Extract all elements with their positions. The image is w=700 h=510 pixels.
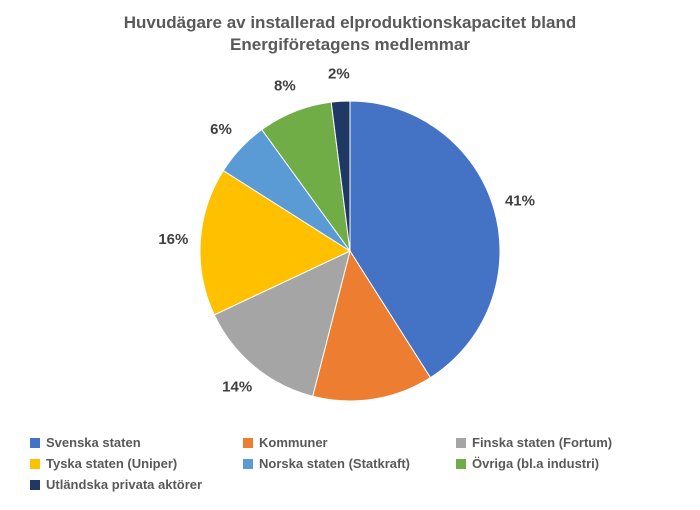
pie-svg: 41%13%14%16%6%8%2%: [0, 56, 700, 416]
legend-item: Utländska privata aktörer: [30, 477, 243, 492]
legend: Svenska staten Kommuner Finska staten (For…: [30, 435, 670, 492]
slice-label: 14%: [222, 379, 252, 396]
chart-title-line1: Huvudägare av installerad elproduktionsk…: [124, 13, 577, 32]
legend-swatch: [243, 438, 253, 448]
chart-title: Huvudägare av installerad elproduktionsk…: [0, 0, 700, 56]
legend-label: Svenska staten: [46, 435, 141, 450]
legend-item: Finska staten (Fortum): [456, 435, 669, 450]
legend-swatch: [30, 459, 40, 469]
legend-swatch: [456, 459, 466, 469]
legend-label: Utländska privata aktörer: [46, 477, 202, 492]
legend-swatch: [30, 480, 40, 490]
legend-item: Svenska staten: [30, 435, 243, 450]
legend-label: Övriga (bl.a industri): [472, 456, 599, 471]
slice-label: 8%: [274, 78, 296, 95]
slice-label: 2%: [328, 66, 350, 83]
slice-label: 41%: [505, 193, 535, 210]
legend-label: Kommuner: [259, 435, 328, 450]
legend-swatch: [30, 438, 40, 448]
legend-item: Norska staten (Statkraft): [243, 456, 456, 471]
legend-item: Övriga (bl.a industri): [456, 456, 669, 471]
legend-label: Norska staten (Statkraft): [259, 456, 410, 471]
legend-swatch: [243, 459, 253, 469]
pie-chart: 41%13%14%16%6%8%2%: [0, 56, 700, 416]
slice-label: 6%: [210, 121, 232, 138]
slice-label: 16%: [158, 231, 188, 248]
legend-swatch: [456, 438, 466, 448]
legend-item: Tyska staten (Uniper): [30, 456, 243, 471]
legend-label: Finska staten (Fortum): [472, 435, 612, 450]
legend-item: Kommuner: [243, 435, 456, 450]
chart-title-line2: Energiföretagens medlemmar: [230, 35, 470, 54]
legend-label: Tyska staten (Uniper): [46, 456, 177, 471]
